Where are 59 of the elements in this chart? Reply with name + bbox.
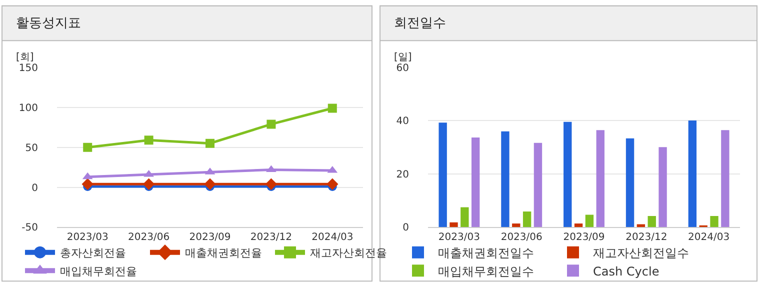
bar	[721, 130, 730, 228]
bar	[710, 216, 718, 228]
bar	[596, 130, 604, 228]
y-axis-title: [회]	[16, 52, 34, 63]
bar	[460, 207, 469, 228]
bar	[522, 212, 532, 228]
y-tick-label: 60	[396, 63, 409, 74]
bar	[501, 131, 510, 228]
bar	[585, 214, 594, 228]
y-tick-label: 20	[396, 169, 409, 180]
legend-label: 매입채무회전율	[60, 264, 137, 278]
bar	[471, 138, 480, 228]
x-tick-label: 2023/06	[128, 232, 170, 244]
x-tick-label: 2023/12	[626, 232, 668, 244]
bar	[658, 147, 667, 228]
point	[326, 178, 338, 190]
bar	[626, 138, 634, 228]
y-tick-label: 50	[25, 142, 38, 154]
x-tick-label: 2023/09	[563, 232, 605, 244]
x-tick-label: 2023/09	[189, 232, 231, 244]
bar	[564, 122, 572, 228]
y-tick-label: 40	[396, 116, 409, 128]
y-tick-label: 150	[18, 63, 38, 74]
y-axis-title: [일]	[394, 52, 412, 63]
point	[265, 178, 278, 190]
bar	[574, 224, 583, 228]
x-tick-label: 2024/03	[312, 232, 354, 244]
bar	[512, 224, 520, 228]
point	[142, 178, 155, 190]
legend-label: 매입채무회전일수	[438, 264, 534, 278]
bar	[438, 122, 447, 228]
chart-title: 활동성지표	[16, 16, 81, 31]
y-tick-label: 100	[18, 102, 38, 114]
x-tick-label: 2023/06	[500, 232, 542, 244]
x-tick-label: 2024/03	[688, 232, 730, 244]
y-tick-label: 0	[32, 182, 38, 194]
point	[83, 142, 92, 152]
legend-label: 재고자산회전일수	[593, 246, 689, 260]
point	[206, 138, 214, 148]
legend-label: 매출채권회전일수	[438, 246, 534, 260]
legend-label: 총자산회전율	[60, 246, 126, 260]
y-tick-label: 0	[402, 222, 409, 234]
legend-label: 매출채권회전율	[185, 246, 262, 260]
x-tick-label: 2023/03	[438, 232, 480, 244]
legend-label: 재고자산회전율	[310, 246, 387, 260]
point	[144, 136, 154, 145]
x-tick-label: 2023/12	[250, 232, 292, 244]
bar	[534, 142, 542, 228]
bar	[450, 222, 458, 228]
chart-title: 회전일수	[394, 16, 446, 31]
point	[328, 104, 337, 113]
point	[82, 178, 94, 190]
bar	[648, 216, 656, 228]
bar	[688, 120, 697, 228]
point	[204, 178, 216, 190]
y-tick-label: -50	[22, 222, 38, 234]
legend-label: Cash Cycle	[593, 264, 660, 278]
x-tick-label: 2023/03	[66, 232, 108, 244]
point	[266, 120, 276, 129]
